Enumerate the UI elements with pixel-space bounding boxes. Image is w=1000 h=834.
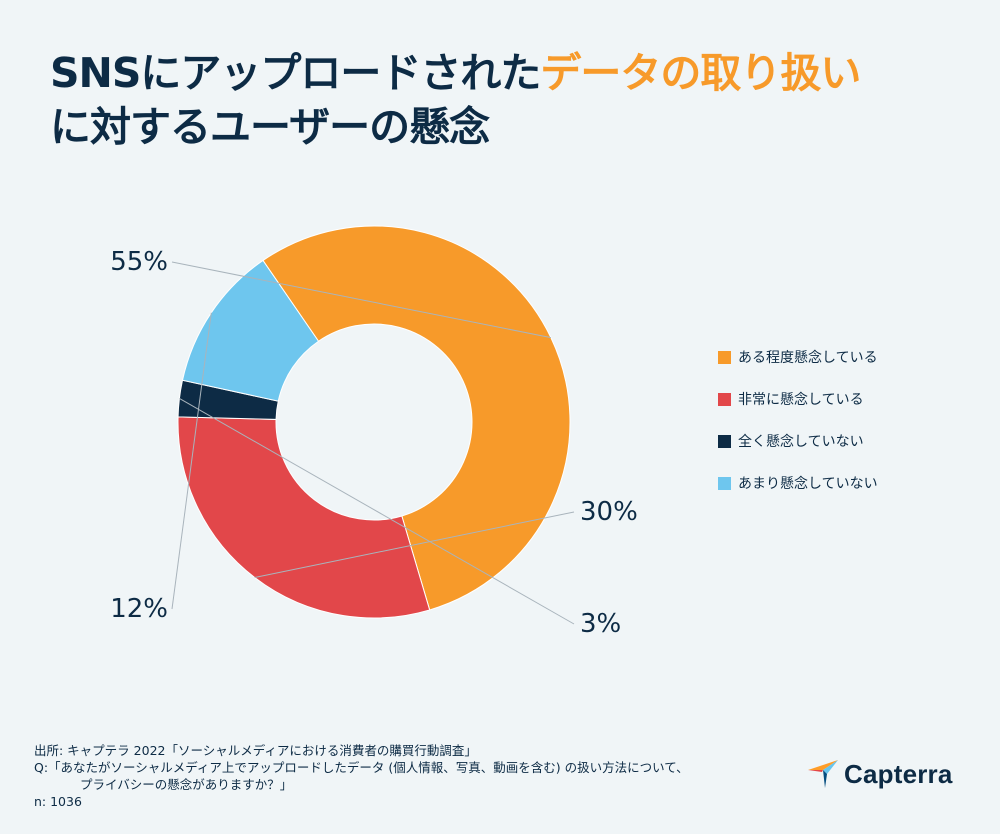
capterra-logo: Capterra xyxy=(806,758,953,790)
question-line-2: プライバシーの懸念がありますか？」 xyxy=(80,777,293,792)
legend-label: 全く懸念していない xyxy=(738,434,864,450)
leader-lines xyxy=(171,261,575,625)
source-note: 出所: キャプテラ 2022「ソーシャルメディアにおける消費者の購買行動調査」 xyxy=(34,743,477,758)
slice-lightblue xyxy=(181,259,320,402)
slice-orange xyxy=(262,225,571,611)
sample-size: n: 1036 xyxy=(34,794,82,809)
title-line-1: SNSにアップロードされたデータの取り扱い xyxy=(50,46,950,100)
data-label-red: 30% xyxy=(580,497,638,527)
title-part-1: SNSにアップロードされた xyxy=(50,49,541,97)
data-labels: 55% 30% 3% 12% xyxy=(110,247,638,639)
leader-line-orange xyxy=(171,261,552,339)
legend-label: あまり懸念していない xyxy=(738,476,878,492)
title-highlight: データの取り扱い xyxy=(540,49,861,97)
legend-item: 全く懸念していない xyxy=(718,430,988,452)
legend-item: 非常に懸念している xyxy=(718,388,988,410)
legend-swatch-red xyxy=(718,392,731,406)
question-line-1: Q:「あなたがソーシャルメディア上でアップロードしたデータ (個人情報、写真、動… xyxy=(34,760,689,775)
footer-notes: 出所: キャプテラ 2022「ソーシャルメディアにおける消費者の購買行動調査」 … xyxy=(34,742,754,810)
leader-line-red xyxy=(254,511,575,578)
legend-item: ある程度懸念している xyxy=(718,346,988,368)
slice-red xyxy=(177,416,431,619)
leader-line-lightblue xyxy=(171,312,212,610)
logo-text: Capterra xyxy=(844,758,953,789)
donut-slices xyxy=(177,225,571,619)
legend-swatch-navy xyxy=(718,434,731,448)
legend-label: ある程度懸念している xyxy=(738,350,878,366)
leader-line-navy xyxy=(179,398,575,625)
legend-swatch-orange xyxy=(718,350,731,364)
legend-swatch-lightblue xyxy=(718,476,731,490)
legend-label: 非常に懸念している xyxy=(738,392,864,408)
data-label-lightblue: 12% xyxy=(110,594,168,624)
legend-item: あまり懸念していない xyxy=(718,472,988,494)
chart-title: SNSにアップロードされたデータの取り扱い に対するユーザーの懸念 xyxy=(50,46,950,154)
legend: ある程度懸念している 非常に懸念している 全く懸念していない あまり懸念していな… xyxy=(718,346,988,514)
data-label-navy: 3% xyxy=(580,609,621,639)
title-line-2: に対するユーザーの懸念 xyxy=(50,103,490,151)
capterra-arrow-icon xyxy=(808,760,838,788)
data-label-orange: 55% xyxy=(110,247,168,277)
